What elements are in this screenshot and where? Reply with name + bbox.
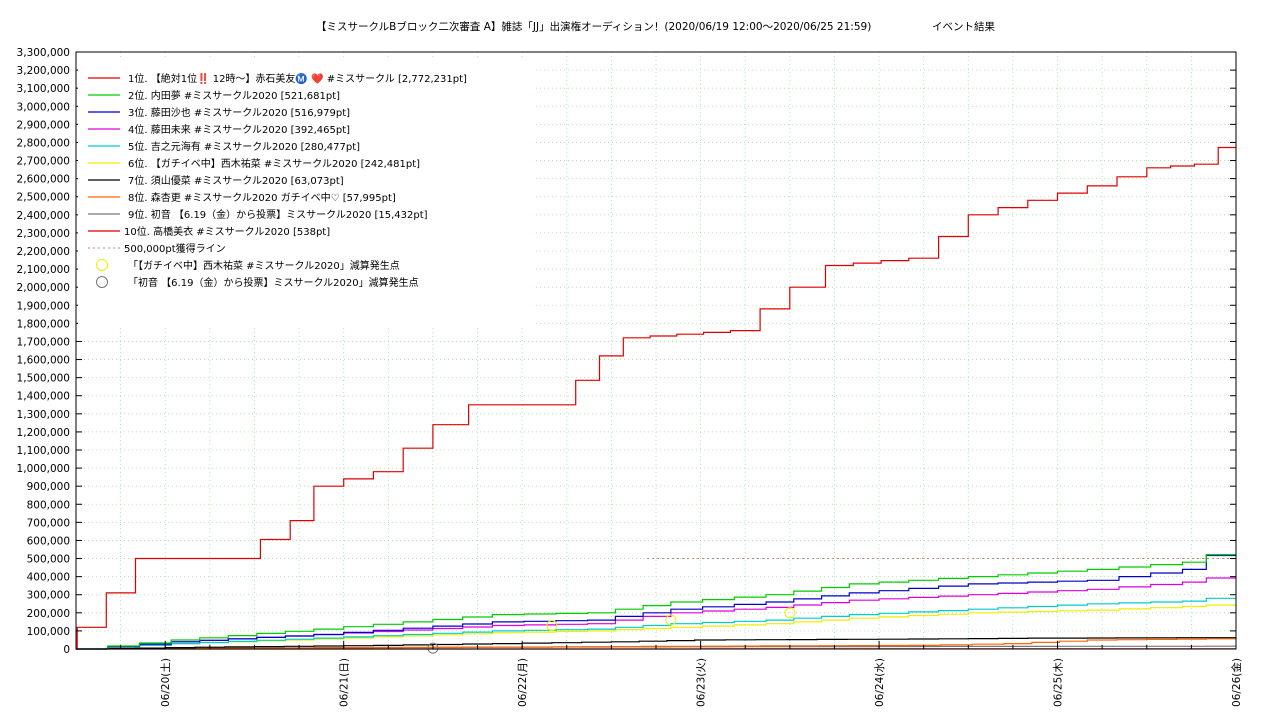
x-tick-label: 06/25(木) <box>1053 658 1065 707</box>
series-line-1 <box>76 146 1236 650</box>
chart-title: 【ミスサークルBブロック二次審査 A】雑誌「JJ」出演権オーディション！(202… <box>316 20 871 33</box>
y-tick-label: 1,700,000 <box>17 336 70 348</box>
y-tick-label: 3,000,000 <box>17 101 70 113</box>
legend-label: 9位. 初音 【6.19（金）から投票】ミスサークル2020 [15,432pt… <box>128 208 428 221</box>
series-line-6 <box>76 604 1236 650</box>
y-tick-label: 2,400,000 <box>17 210 70 222</box>
y-tick-label: 1,400,000 <box>17 391 70 403</box>
y-tick-label: 1,000,000 <box>17 463 70 475</box>
legend-label: 3位. 藤田沙也 #ミスサークル2020 [516,979pt] <box>128 106 350 119</box>
legend-label: 「【ガチイベ中】西木祐菜 #ミスサークル2020」減算発生点 <box>128 259 400 272</box>
legend-marker <box>96 259 108 271</box>
y-tick-label: 1,800,000 <box>17 318 70 330</box>
series-line-7 <box>76 637 1237 650</box>
y-tick-label: 2,800,000 <box>17 137 70 149</box>
y-tick-label: 1,600,000 <box>17 355 70 367</box>
legend: 1位. 【絶対1位‼️ 12時〜】赤石美友Ⓜ️ ❤️ #ミスサークル [2,77… <box>78 58 534 328</box>
x-tick-label: 06/24(水) <box>874 658 886 707</box>
y-tick-label: 600,000 <box>27 535 70 547</box>
marker-point-2 <box>427 642 439 654</box>
x-tick-label: 06/22(月) <box>517 658 529 707</box>
y-tick-label: 2,500,000 <box>17 192 70 204</box>
y-axis: 0 100,000 200,000 300,000 400,000 500,000 600,… <box>17 47 1236 656</box>
legend-label: 10位. 高橋美衣 #ミスサークル2020 [538pt] <box>124 225 330 238</box>
y-tick-label: 2,200,000 <box>17 246 70 258</box>
x-tick-label: 06/21(日) <box>339 658 351 707</box>
legend-label: 1位. 【絶対1位‼️ 12時〜】赤石美友Ⓜ️ ❤️ #ミスサークル [2,77… <box>128 72 467 85</box>
legend-label: 6位. 【ガチイベ中】西木祐菜 #ミスサークル2020 [242,481pt] <box>128 157 420 170</box>
y-tick-label: 400,000 <box>27 572 70 584</box>
series-line-5 <box>76 597 1236 650</box>
series-line-8 <box>76 638 1237 650</box>
legend-label: 500,000pt獲得ライン <box>124 242 226 255</box>
y-tick-label: 2,100,000 <box>17 264 70 276</box>
y-tick-label: 1,900,000 <box>17 300 70 312</box>
grid <box>76 52 1236 649</box>
y-tick-label: 3,300,000 <box>17 47 70 59</box>
legend-label: 4位. 藤田未来 #ミスサークル2020 [392,465pt] <box>128 123 350 136</box>
legend-label: 2位. 内田夢 #ミスサークル2020 [521,681pt] <box>128 89 340 102</box>
y-tick-label: 800,000 <box>27 499 70 511</box>
y-tick-label: 1,500,000 <box>17 373 70 385</box>
y-tick-label: 900,000 <box>27 481 70 493</box>
x-tick-label: 06/23(火) <box>696 658 708 707</box>
y-tick-label: 2,000,000 <box>17 282 70 294</box>
y-tick-label: 2,900,000 <box>17 119 70 131</box>
y-tick-label: 700,000 <box>27 517 70 529</box>
y-tick-label: 100,000 <box>27 626 70 638</box>
y-tick-label: 0 <box>63 644 70 656</box>
y-tick-label: 3,100,000 <box>17 83 70 95</box>
x-tick-label: 06/20(土) <box>159 658 172 707</box>
y-tick-label: 2,600,000 <box>17 174 70 186</box>
x-axis: 06/20(土) 06/21(日) 06/22(月) 06/23(火) 06/24(水)… <box>75 641 1243 707</box>
y-tick-label: 1,200,000 <box>17 427 70 439</box>
legend-label: 7位. 須山優菜 #ミスサークル2020 [63,073pt] <box>128 174 344 187</box>
marker-point-1 <box>546 619 558 631</box>
y-tick-label: 2,700,000 <box>17 156 70 168</box>
y-tick-label: 1,300,000 <box>17 409 70 421</box>
legend-label: 8位. 森杏更 #ミスサークル2020 ガチイベ中♡ [57,995pt] <box>128 191 396 204</box>
marker-point-1 <box>665 614 677 626</box>
y-tick-label: 200,000 <box>27 608 70 620</box>
y-tick-label: 500,000 <box>27 554 70 566</box>
legend-label: 「初音 【6.19（金）から投票】ミスサークル2020」減算発生点 <box>128 276 419 289</box>
legend-marker <box>96 276 108 288</box>
legend-box <box>78 58 534 328</box>
y-tick-label: 2,300,000 <box>17 228 70 240</box>
y-tick-label: 300,000 <box>27 590 70 602</box>
series-line-2 <box>76 554 1236 650</box>
x-tick-label: 06/26(金) <box>1230 658 1243 707</box>
series-line-3 <box>76 554 1236 650</box>
legend-label: 5位. 吉之元海有 #ミスサークル2020 [280,477pt] <box>128 140 360 153</box>
chart-title-suffix: イベント結果 <box>932 20 995 33</box>
y-tick-label: 1,100,000 <box>17 445 70 457</box>
y-tick-label: 3,200,000 <box>17 65 70 77</box>
marker-point-1 <box>784 607 796 619</box>
markers-group <box>427 607 796 654</box>
